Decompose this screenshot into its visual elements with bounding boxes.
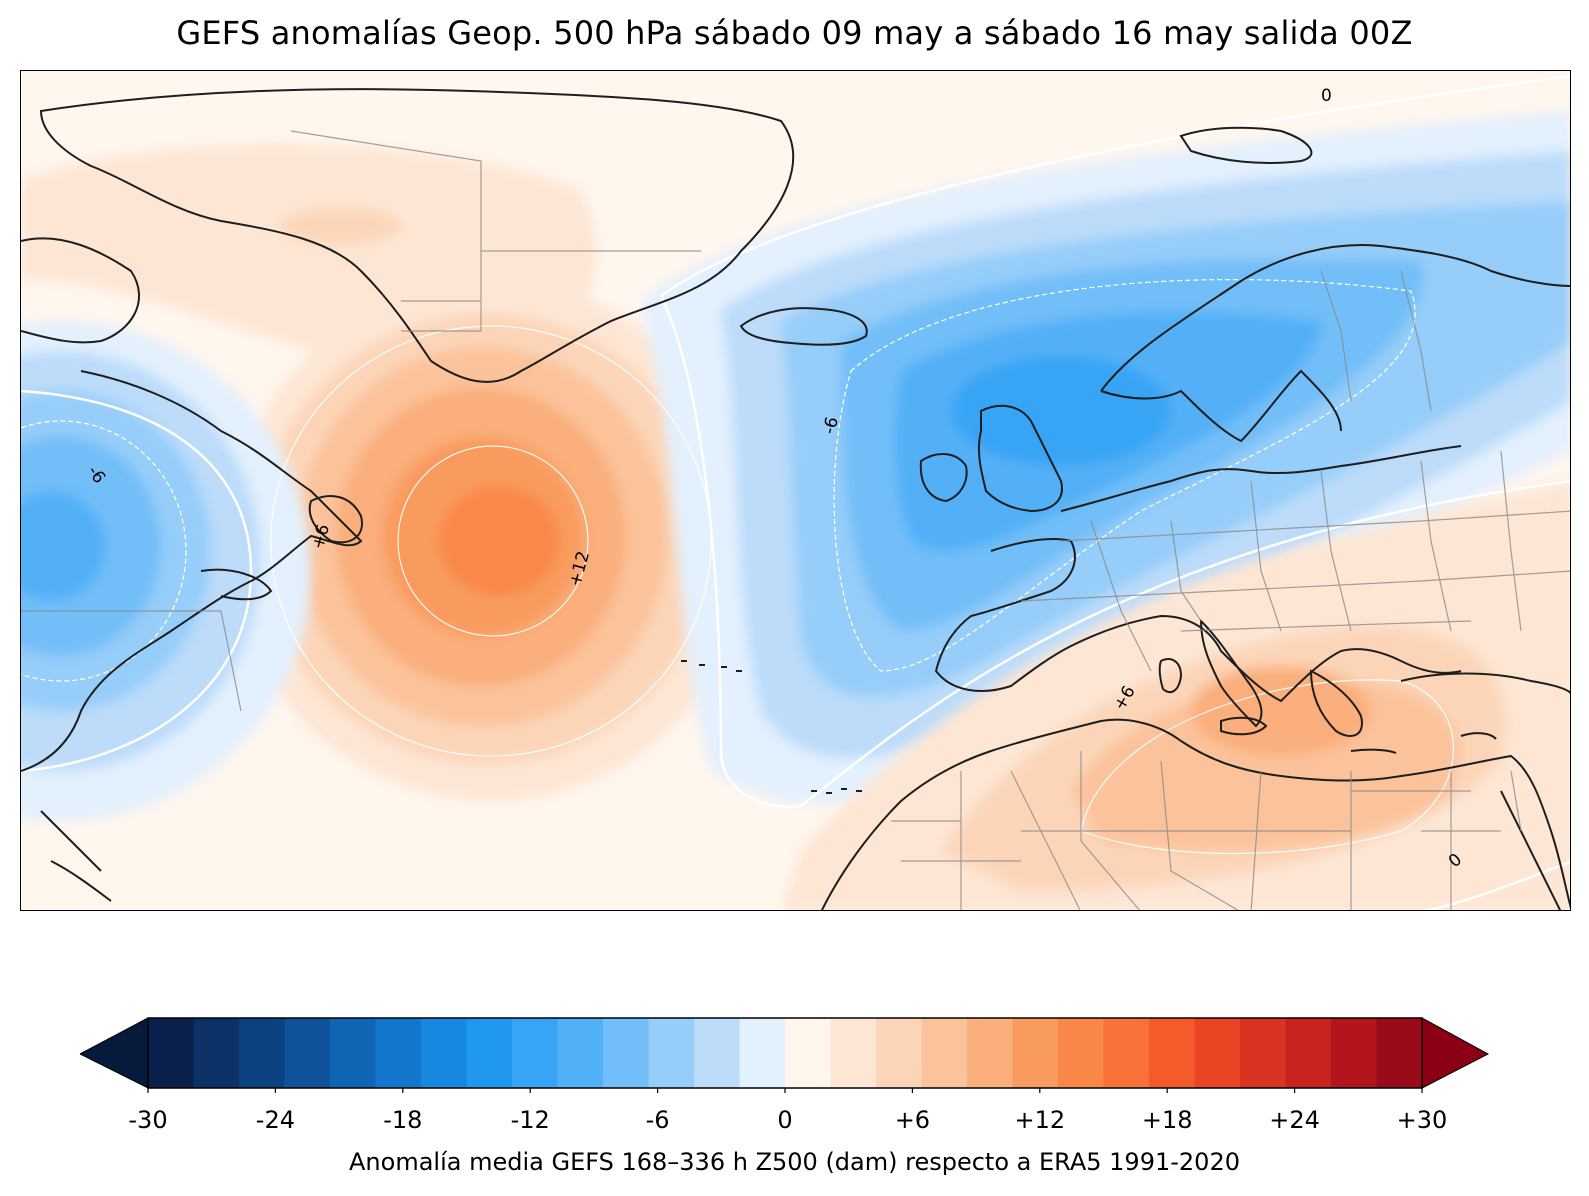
colorbar-bin <box>1012 1018 1059 1088</box>
map-title: GEFS anomalías Geop. 500 hPa sábado 09 m… <box>176 14 1413 52</box>
canadian-arctic-coast <box>21 237 141 344</box>
newfoundland-coast <box>308 495 363 544</box>
colorbar-bin <box>284 1018 331 1088</box>
colorbar <box>80 1017 1490 1093</box>
colorbar-bin <box>785 1018 831 1088</box>
great-britain-coast <box>977 404 1063 513</box>
contour-label-0-north: 0 <box>1321 86 1332 106</box>
north-africa-coast <box>820 718 1570 910</box>
colorbar-bin <box>512 1018 558 1088</box>
greece-coast <box>1309 669 1363 737</box>
colorbar-bin <box>1331 1018 1377 1088</box>
labrador-coast <box>21 370 363 772</box>
colorbar-over-arrow <box>1421 1017 1490 1089</box>
colorbar-bin <box>193 1018 240 1088</box>
colorbar-tick-label: -24 <box>255 1106 295 1134</box>
colorbar-bin <box>967 1018 1013 1088</box>
colorbar-bin <box>1240 1018 1286 1088</box>
atlantic-positive-anomaly <box>231 281 751 801</box>
crete-coast <box>1350 748 1397 754</box>
contour-label-neg6-europe: -6 <box>819 415 843 437</box>
cyprus-coast <box>1460 732 1497 740</box>
colorbar-tick-label: +24 <box>1269 1106 1320 1134</box>
sicily-coast <box>1220 716 1268 736</box>
colorbar-bin <box>603 1018 649 1088</box>
colorbar-bin <box>830 1018 877 1088</box>
colorbar-bins <box>148 1018 1423 1088</box>
ireland-coast <box>919 453 968 503</box>
colorbar-under-arrow <box>80 1017 149 1089</box>
colorbar-bin <box>1376 1018 1423 1088</box>
coastlines <box>21 88 1570 910</box>
svalbard-coast <box>1179 126 1313 164</box>
colorbar-bin <box>148 1018 194 1088</box>
colorbar-bin <box>466 1018 513 1088</box>
iceland-coast <box>739 307 868 346</box>
colorbar-tick-label: 0 <box>777 1106 793 1134</box>
colorbar-bin <box>1058 1018 1104 1088</box>
colorbar-bin <box>648 1018 695 1088</box>
nova-scotia-coast <box>200 568 273 601</box>
colorbar-bin <box>739 1018 786 1088</box>
colorbar-bin <box>1285 1018 1332 1088</box>
colorbar-tick-label: -30 <box>128 1106 168 1134</box>
colorbar-bin <box>375 1018 422 1088</box>
colorbar-tick-label: +30 <box>1396 1106 1448 1134</box>
colorbar-bin <box>1103 1018 1150 1088</box>
anomaly-map: 0 -6 -6 +6 +12 +6 0 <box>20 70 1571 911</box>
colorbar-bin <box>876 1018 922 1088</box>
canary-islands <box>811 788 862 794</box>
colorbar-bin <box>557 1018 604 1088</box>
colorbar-bin <box>330 1018 376 1088</box>
colorbar-tick-label: -12 <box>510 1106 550 1134</box>
turkey-coast <box>1400 672 1570 694</box>
colorbar-bin <box>921 1018 968 1088</box>
positive-contours <box>270 325 1455 855</box>
zero-contours <box>21 75 1570 910</box>
colorbar-tick-label: +6 <box>894 1106 931 1134</box>
colorbar-bin <box>694 1018 740 1088</box>
colorbar-tick-label: +12 <box>1014 1106 1066 1134</box>
map-canvas: 0 -6 -6 +6 +12 +6 0 <box>21 71 1570 910</box>
europe-negative-anomaly <box>641 111 1570 805</box>
scandinavia-coast <box>1100 244 1570 443</box>
colorbar-bin <box>421 1018 467 1088</box>
political-borders <box>21 130 1570 910</box>
greenland-coast <box>39 88 795 383</box>
colorbar-bin <box>239 1018 285 1088</box>
red-sea-coast <box>1500 790 1562 910</box>
italy-coast <box>1199 618 1263 728</box>
europe-coast <box>934 445 1462 703</box>
colorbar-tick-label: +18 <box>1141 1106 1193 1134</box>
colorbar-bin <box>1149 1018 1195 1088</box>
colorbar-bin <box>1194 1018 1241 1088</box>
sardinia-coast <box>1158 658 1183 694</box>
colorbar-tick-label: -18 <box>383 1106 423 1134</box>
colorbar-tick-label: -6 <box>645 1106 670 1134</box>
azores-islands <box>681 660 742 672</box>
negative-contours <box>21 279 1416 682</box>
colorbar-caption: Anomalía media GEFS 168–336 h Z500 (dam)… <box>349 1148 1240 1176</box>
colorbar-ticks <box>147 1088 1423 1093</box>
bermuda-and-islands <box>40 810 112 902</box>
